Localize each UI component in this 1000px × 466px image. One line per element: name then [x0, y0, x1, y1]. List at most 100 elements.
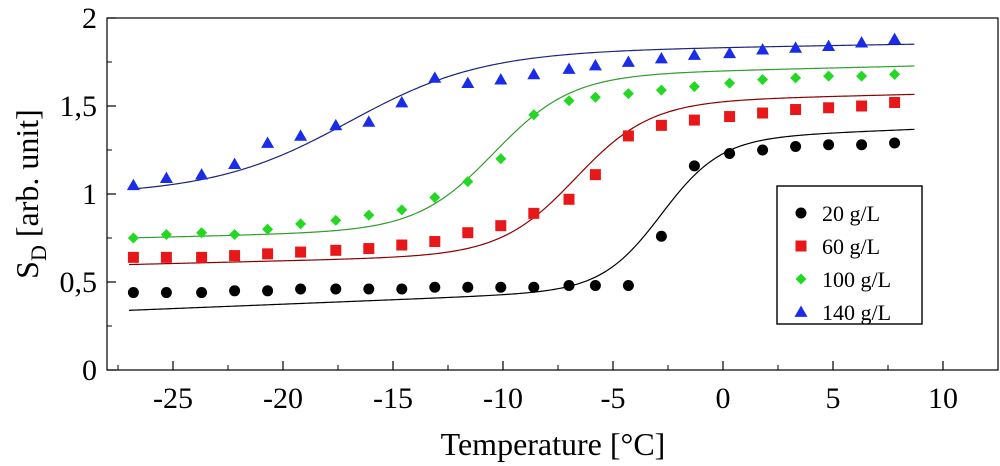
x-tick-label: 5: [826, 382, 841, 415]
data-point: [329, 118, 343, 131]
data-point: [428, 71, 442, 83]
data-point: [495, 281, 507, 293]
y-axis-title: SD [arb. unit]: [9, 109, 51, 279]
data-point: [563, 193, 575, 205]
data-point: [588, 59, 602, 71]
data-point: [160, 287, 172, 299]
data-point: [295, 218, 307, 230]
data-point: [562, 62, 576, 74]
data-point: [196, 251, 208, 263]
data-point: [262, 285, 274, 297]
data-point: [195, 168, 209, 180]
data-point: [888, 32, 902, 44]
data-point: [294, 129, 308, 141]
data-point: [462, 176, 474, 188]
data-point: [229, 250, 241, 262]
data-point: [228, 157, 242, 169]
x-tick-label: 0: [716, 382, 731, 415]
data-point: [363, 243, 375, 255]
fit-curve-20gL: [128, 128, 915, 311]
fit-curve-140gL: [128, 43, 915, 190]
x-tick-label: -10: [483, 382, 523, 415]
data-point: [262, 248, 274, 260]
data-point: [495, 220, 507, 232]
y-axis-title-unit: [arb. unit]: [9, 109, 45, 245]
data-point: [229, 285, 241, 297]
data-point: [461, 76, 475, 88]
legend: 20 g/L 60 g/L 100 g/L 140 g/L: [776, 185, 923, 325]
data-point: [856, 70, 868, 82]
data-point: [330, 214, 342, 226]
legend-marker: [795, 240, 807, 252]
data-point: [261, 136, 275, 148]
data-point: [429, 281, 441, 293]
legend-label: 20 g/L: [822, 201, 880, 226]
data-point: [655, 119, 667, 131]
data-point: [396, 239, 408, 251]
fit-curve-100gL: [128, 65, 915, 239]
data-point: [724, 77, 736, 89]
x-tick-label: -25: [153, 382, 193, 415]
data-point: [589, 280, 601, 292]
data-point: [396, 204, 408, 216]
data-point: [363, 283, 375, 295]
data-point: [295, 283, 307, 295]
data-point: [126, 178, 140, 191]
data-point: [622, 130, 634, 142]
data-point: [363, 209, 375, 221]
data-point: [789, 41, 803, 53]
data-point: [621, 55, 635, 67]
data-point: [622, 280, 634, 292]
data-point: [889, 68, 901, 80]
data-point: [790, 72, 802, 84]
data-point: [495, 153, 507, 165]
data-point: [823, 139, 835, 151]
data-point: [688, 160, 700, 172]
y-tick-label: 1: [82, 178, 97, 211]
fit-curve-60gL: [128, 93, 915, 266]
legend-label: 60 g/L: [822, 234, 880, 259]
data-point: [160, 228, 172, 240]
y-axis-title-subscript: D: [26, 245, 51, 261]
axis-ticks: [107, 17, 999, 371]
data-point: [160, 251, 172, 263]
data-point: [855, 36, 869, 48]
data-point: [528, 281, 540, 293]
data-point: [589, 169, 601, 181]
axis-tick-labels: -25 -20 -15 -10 -5 0 5 10 0 0,5 1 1,5 2: [60, 2, 959, 415]
y-tick-label: 0,5: [60, 266, 98, 299]
legend-label: 100 g/L: [822, 267, 891, 292]
data-point: [790, 104, 802, 116]
data-point: [262, 223, 274, 235]
x-tick-label: -5: [601, 382, 626, 415]
data-point: [127, 287, 139, 299]
data-point: [127, 251, 139, 263]
y-tick-label: 1,5: [60, 90, 98, 123]
data-points: [126, 32, 902, 299]
data-point: [757, 144, 769, 156]
data-point: [395, 95, 409, 108]
data-point: [494, 73, 508, 85]
y-tick-label: 0: [82, 354, 97, 387]
x-tick-label: -15: [373, 382, 413, 415]
data-point: [528, 109, 540, 121]
data-point: [756, 43, 770, 55]
data-point: [856, 139, 868, 151]
legend-label: 140 g/L: [822, 300, 891, 325]
data-point: [528, 207, 540, 219]
data-point: [823, 70, 835, 82]
data-point: [723, 46, 737, 59]
data-point: [527, 67, 541, 80]
data-point: [889, 96, 901, 108]
data-point: [295, 246, 307, 258]
data-point: [790, 140, 802, 152]
data-point: [196, 287, 208, 299]
data-point: [724, 148, 736, 160]
x-axis-title: Temperature [°C]: [441, 426, 666, 462]
data-point: [462, 227, 474, 239]
data-point: [688, 81, 700, 93]
fit-curves: [128, 43, 915, 311]
data-point: [330, 244, 342, 256]
data-point: [589, 91, 601, 103]
